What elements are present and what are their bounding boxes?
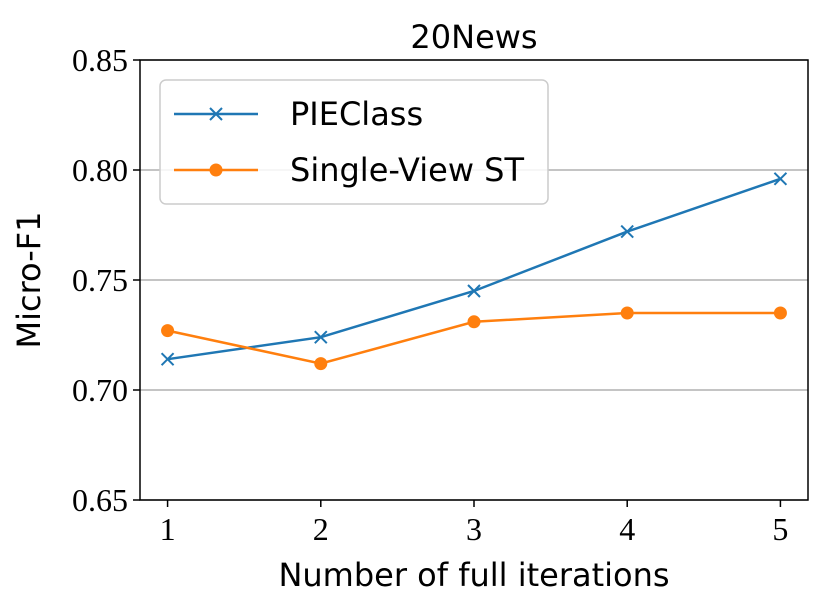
marker xyxy=(161,324,175,338)
y-tick-label: 0.70 xyxy=(72,372,128,408)
x-tick-label: 3 xyxy=(466,511,482,547)
marker-stroke xyxy=(209,107,223,121)
marker xyxy=(773,172,788,186)
marker-stroke xyxy=(773,172,788,186)
y-tick-label: 0.85 xyxy=(72,42,128,78)
marker xyxy=(773,306,787,320)
marker xyxy=(314,357,328,371)
marker-stroke xyxy=(467,284,481,298)
x-axis-label: Number of full iterations xyxy=(278,556,669,594)
plot-frame xyxy=(139,59,809,501)
line xyxy=(167,177,781,361)
marker-stroke xyxy=(160,352,175,366)
marker xyxy=(314,330,328,344)
legend-label: PIEClass xyxy=(290,95,423,133)
legend-label: Single-View ST xyxy=(290,151,524,189)
x-tick-label: 2 xyxy=(313,511,329,547)
x-tick-label: 5 xyxy=(772,511,788,547)
legend-marker xyxy=(209,107,223,121)
marker xyxy=(467,284,481,298)
marker-stroke xyxy=(620,224,634,239)
x-tick-label: 4 xyxy=(619,511,635,547)
legend-marker xyxy=(209,163,223,177)
y-tick-label: 0.75 xyxy=(72,262,128,298)
y-tick-label: 0.65 xyxy=(72,482,128,518)
chart-title: 20News xyxy=(410,18,537,56)
marker-stroke xyxy=(314,330,328,344)
y-tick-label: 0.80 xyxy=(72,152,128,188)
marker xyxy=(467,315,481,329)
marker xyxy=(160,352,175,366)
marker xyxy=(620,224,634,239)
x-tick-label: 1 xyxy=(160,511,176,547)
y-axis-label: Micro-F1 xyxy=(10,211,48,348)
legend-box xyxy=(159,79,549,205)
marker xyxy=(620,306,634,320)
